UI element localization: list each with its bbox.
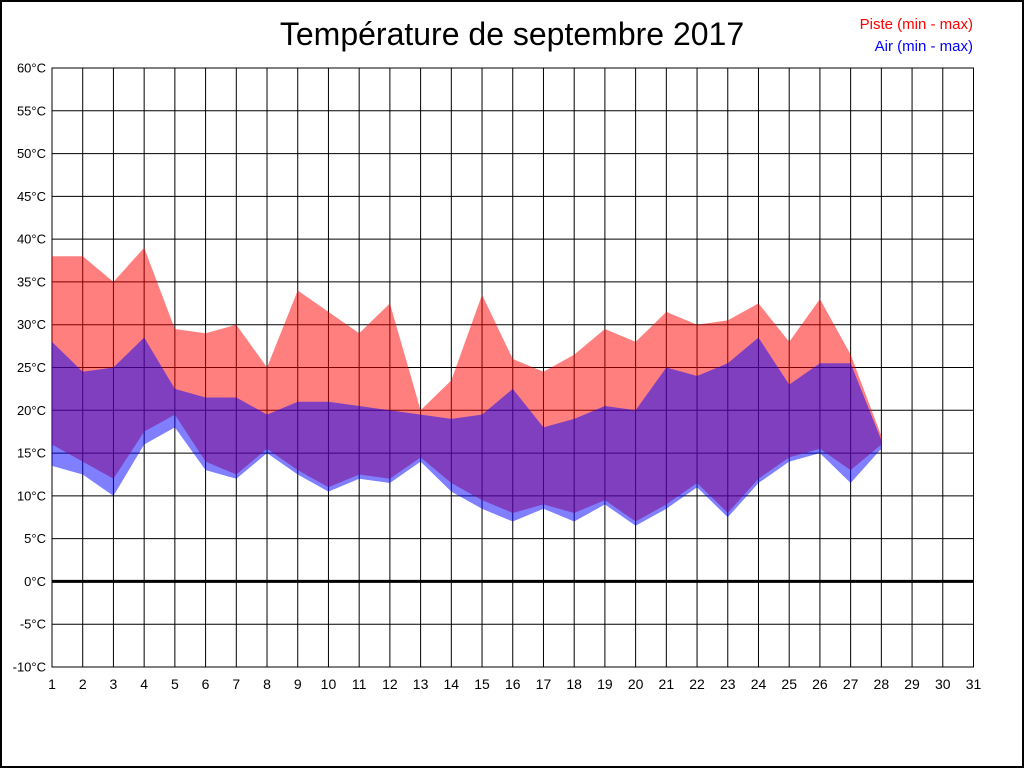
svg-text:3: 3 bbox=[110, 676, 118, 692]
svg-text:12: 12 bbox=[382, 676, 398, 692]
svg-text:8: 8 bbox=[263, 676, 271, 692]
svg-text:45°C: 45°C bbox=[17, 189, 46, 204]
svg-text:26: 26 bbox=[812, 676, 828, 692]
svg-text:5°C: 5°C bbox=[24, 531, 46, 546]
svg-text:60°C: 60°C bbox=[17, 61, 46, 76]
svg-text:0°C: 0°C bbox=[24, 574, 46, 589]
svg-text:35°C: 35°C bbox=[17, 274, 46, 289]
svg-text:55°C: 55°C bbox=[17, 103, 46, 118]
svg-text:13: 13 bbox=[413, 676, 429, 692]
svg-text:50°C: 50°C bbox=[17, 146, 46, 161]
svg-text:24: 24 bbox=[751, 676, 767, 692]
svg-text:15°C: 15°C bbox=[17, 446, 46, 461]
svg-text:30: 30 bbox=[935, 676, 951, 692]
svg-text:10: 10 bbox=[321, 676, 337, 692]
svg-text:22: 22 bbox=[689, 676, 705, 692]
svg-text:14: 14 bbox=[444, 676, 460, 692]
svg-text:27: 27 bbox=[843, 676, 859, 692]
svg-text:16: 16 bbox=[505, 676, 521, 692]
svg-text:31: 31 bbox=[966, 676, 982, 692]
svg-text:5: 5 bbox=[171, 676, 179, 692]
svg-text:25°C: 25°C bbox=[17, 360, 46, 375]
svg-text:28: 28 bbox=[874, 676, 890, 692]
svg-text:18: 18 bbox=[566, 676, 582, 692]
svg-text:6: 6 bbox=[202, 676, 210, 692]
svg-text:20: 20 bbox=[628, 676, 644, 692]
x-axis-labels: 1 2 3 4 5 6 7 8 9 10 11 12 13 14 15 16 17 18 19 20 21 22 23 24 2… bbox=[48, 676, 981, 692]
svg-text:9: 9 bbox=[294, 676, 302, 692]
svg-text:40°C: 40°C bbox=[17, 232, 46, 247]
svg-text:11: 11 bbox=[352, 676, 367, 692]
svg-text:10°C: 10°C bbox=[17, 488, 46, 503]
svg-text:19: 19 bbox=[597, 676, 613, 692]
svg-text:-5°C: -5°C bbox=[20, 617, 46, 632]
legend-piste: Piste (min - max) bbox=[859, 16, 973, 33]
svg-text:1: 1 bbox=[48, 676, 56, 692]
svg-text:-10°C: -10°C bbox=[13, 660, 46, 675]
chart-legend: Piste (min - max) Air (min - max) bbox=[860, 14, 973, 58]
svg-text:15: 15 bbox=[474, 676, 490, 692]
svg-text:17: 17 bbox=[536, 676, 552, 692]
svg-text:23: 23 bbox=[720, 676, 736, 692]
y-axis-labels: 60°C 55°C 50°C 45°C 40°C 35°C 30°C 25°C 20°C 15°C… bbox=[13, 61, 46, 675]
svg-text:7: 7 bbox=[232, 676, 240, 692]
svg-text:30°C: 30°C bbox=[17, 317, 46, 332]
svg-text:2: 2 bbox=[79, 676, 87, 692]
svg-text:25: 25 bbox=[781, 676, 797, 692]
svg-text:21: 21 bbox=[659, 676, 675, 692]
svg-text:4: 4 bbox=[140, 676, 148, 692]
svg-text:29: 29 bbox=[904, 676, 920, 692]
svg-text:20°C: 20°C bbox=[17, 403, 46, 418]
chart-title: Température de septembre 2017 bbox=[279, 16, 745, 52]
air-band bbox=[52, 337, 882, 526]
legend-air: Air (min - max) bbox=[874, 38, 973, 55]
